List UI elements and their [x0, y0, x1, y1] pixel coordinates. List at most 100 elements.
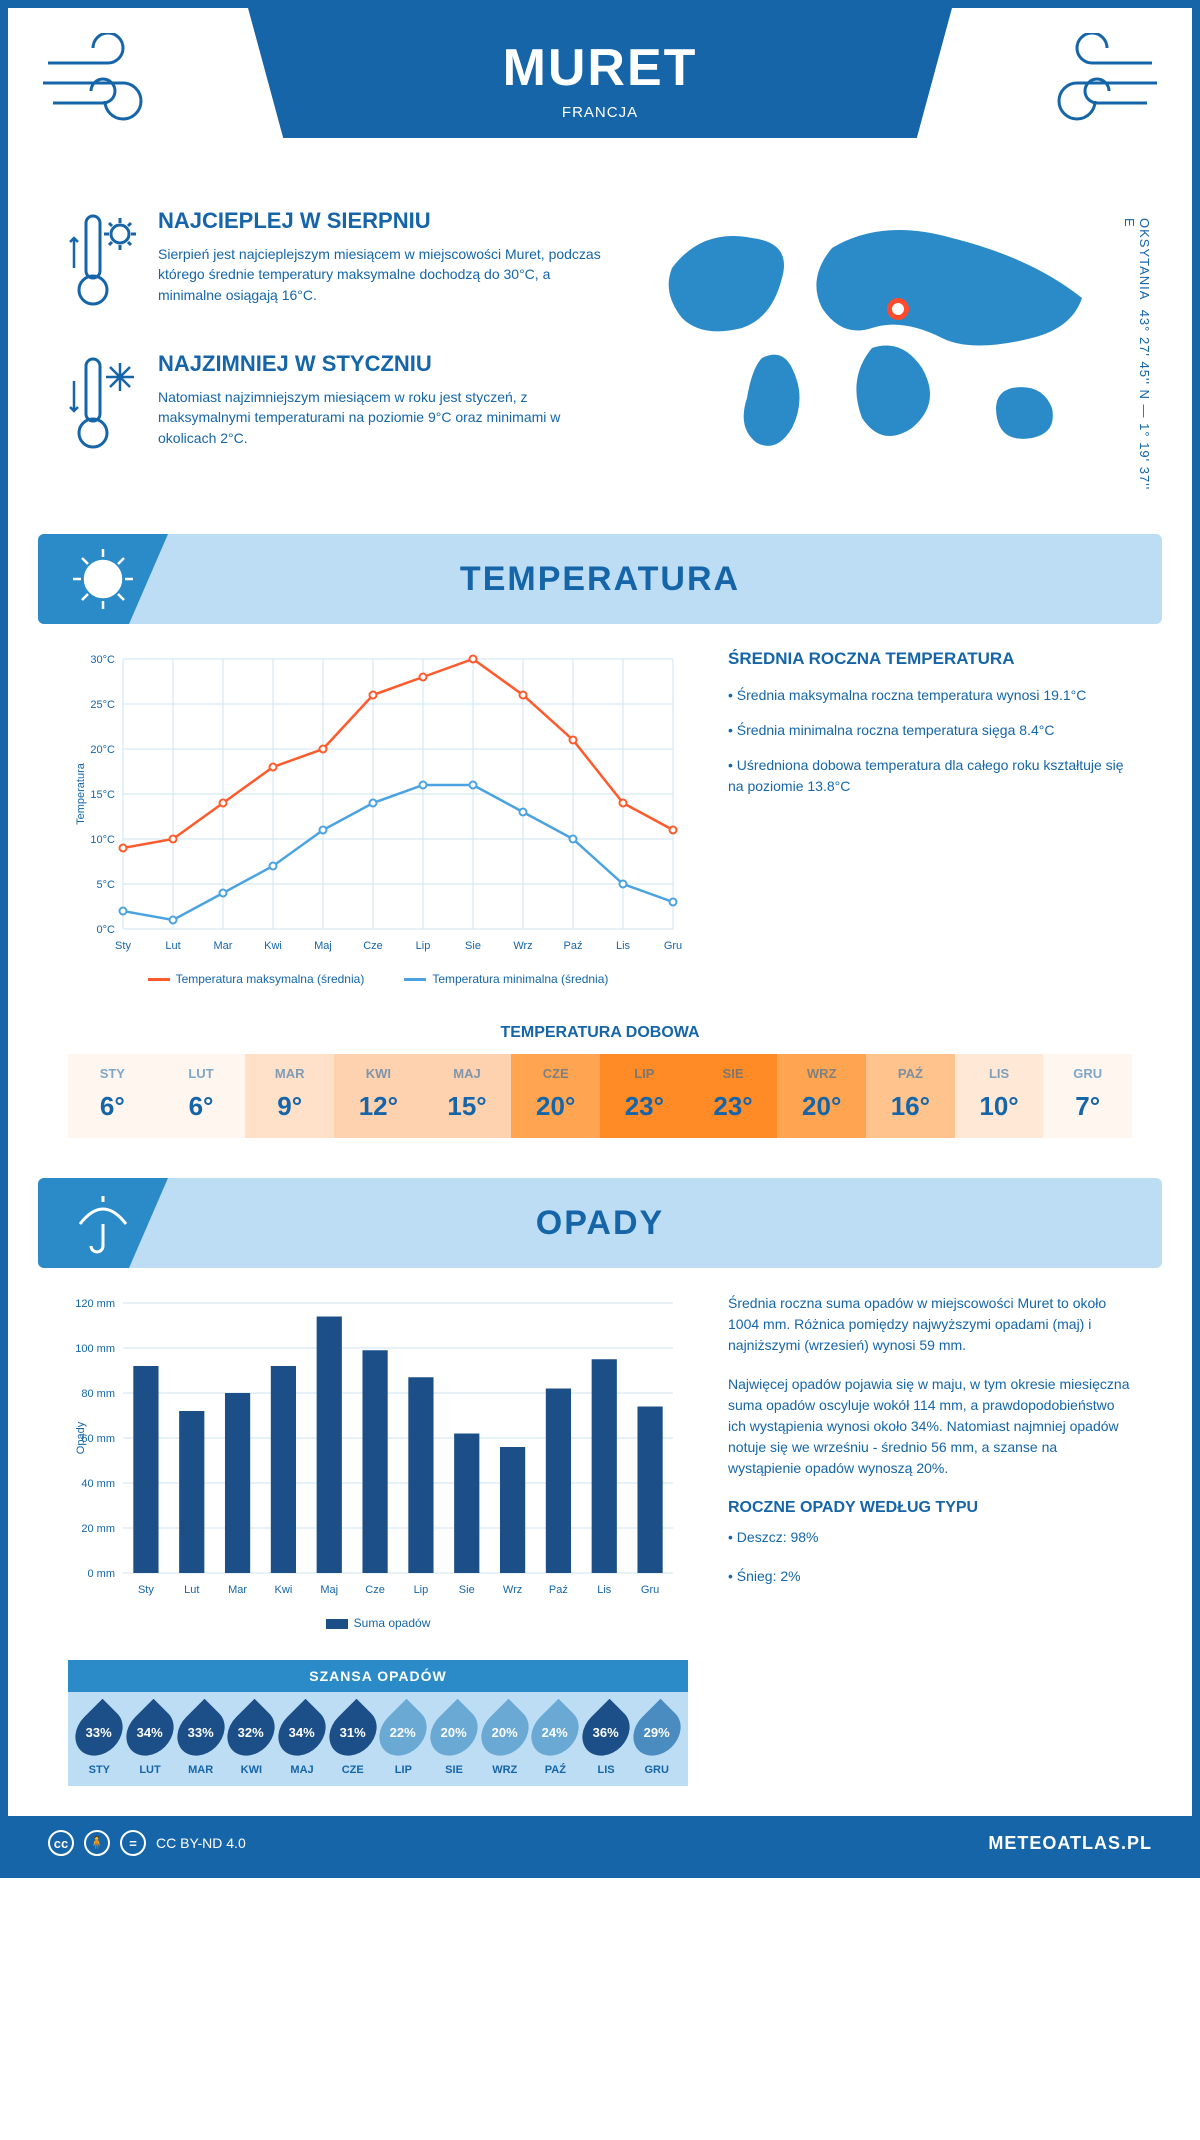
footer: cc 🧍 = CC BY-ND 4.0 METEOATLAS.PL [8, 1816, 1192, 1870]
svg-text:Cze: Cze [363, 940, 383, 952]
svg-text:20 mm: 20 mm [81, 1523, 115, 1535]
svg-text:Maj: Maj [314, 940, 332, 952]
thermometer-sun-icon [68, 208, 138, 323]
precip-type-bullet: • Deszcz: 98% [728, 1527, 1132, 1548]
svg-text:10°C: 10°C [90, 834, 115, 846]
svg-text:Lut: Lut [165, 940, 180, 952]
svg-text:120 mm: 120 mm [75, 1298, 115, 1310]
fact-coldest: NAJZIMNIEJ W STYCZNIU Natomiast najzimni… [68, 351, 612, 466]
svg-text:Mar: Mar [214, 940, 233, 952]
chance-title: SZANSA OPADÓW [68, 1660, 688, 1692]
daily-cell: GRU7° [1043, 1054, 1132, 1138]
daily-cell: LUT6° [157, 1054, 246, 1138]
world-map: OKSYTANIA 43° 27' 45'' N — 1° 19' 37'' E [652, 208, 1132, 494]
chance-item: 34%MAJ [277, 1706, 328, 1776]
daily-cell: MAJ15° [423, 1054, 512, 1138]
daily-temp-table: STY6°LUT6°MAR9°KWI12°MAJ15°CZE20°LIP23°S… [68, 1054, 1132, 1138]
chance-item: 24%PAŹ [530, 1706, 581, 1776]
svg-text:Sie: Sie [465, 940, 481, 952]
daily-cell: LIS10° [955, 1054, 1044, 1138]
coordinates: OKSYTANIA 43° 27' 45'' N — 1° 19' 37'' E [1122, 218, 1152, 494]
precip-type-bullet: • Śnieg: 2% [728, 1566, 1132, 1587]
nd-icon: = [120, 1830, 146, 1856]
section-title-temperature: TEMPERATURA [460, 560, 740, 599]
svg-text:Lis: Lis [616, 940, 631, 952]
thermometer-snow-icon [68, 351, 138, 466]
fact-warmest-title: NAJCIEPLEJ W SIERPNIU [158, 208, 612, 234]
chance-item: 31%CZE [327, 1706, 378, 1776]
svg-text:Paź: Paź [564, 940, 583, 952]
chance-item: 33%MAR [175, 1706, 226, 1776]
sun-icon [38, 534, 168, 624]
daily-cell: STY6° [68, 1054, 157, 1138]
location-marker [887, 298, 909, 320]
temperature-legend: Temperatura maksymalna (średnia) Tempera… [68, 972, 688, 986]
svg-text:Sty: Sty [115, 940, 131, 952]
chance-item: 20%SIE [429, 1706, 480, 1776]
svg-text:Kwi: Kwi [275, 1584, 293, 1596]
svg-text:100 mm: 100 mm [75, 1343, 115, 1355]
svg-text:0°C: 0°C [97, 924, 116, 936]
temp-bullet: • Uśredniona dobowa temperatura dla całe… [728, 755, 1132, 797]
svg-text:30°C: 30°C [90, 654, 115, 666]
svg-text:Lip: Lip [414, 1584, 429, 1596]
temp-bullet: • Średnia minimalna roczna temperatura s… [728, 720, 1132, 741]
daily-cell: MAR9° [245, 1054, 334, 1138]
svg-text:5°C: 5°C [97, 879, 116, 891]
svg-text:Lip: Lip [416, 940, 431, 952]
precip-legend: Suma opadów [68, 1616, 688, 1630]
svg-text:Sty: Sty [138, 1584, 154, 1596]
svg-text:Kwi: Kwi [264, 940, 282, 952]
daily-cell: PAŹ16° [866, 1054, 955, 1138]
section-title-precip: OPADY [536, 1204, 664, 1243]
header: MURET FRANCJA [8, 8, 1192, 188]
precip-para: Średnia roczna suma opadów w miejscowośc… [728, 1293, 1132, 1356]
temp-bullet: • Średnia maksymalna roczna temperatura … [728, 685, 1132, 706]
svg-text:Maj: Maj [320, 1584, 338, 1596]
svg-text:40 mm: 40 mm [81, 1478, 115, 1490]
svg-text:Gru: Gru [664, 940, 682, 952]
fact-coldest-text: Natomiast najzimniejszym miesiącem w rok… [158, 387, 612, 448]
svg-text:Opady: Opady [75, 1421, 87, 1454]
title-band: MURET FRANCJA [248, 8, 952, 138]
temperature-line-chart: 0°C 5°C 10°C 15°C 20°C 25°C 30°C Sty Lut Mar Kwi Ma… [68, 649, 688, 986]
section-head-temperature: TEMPERATURA [38, 534, 1162, 624]
chance-item: 29%GRU [631, 1706, 682, 1776]
daily-cell: WRZ20° [777, 1054, 866, 1138]
svg-text:Paź: Paź [549, 1584, 568, 1596]
daily-cell: CZE20° [511, 1054, 600, 1138]
svg-text:Lis: Lis [597, 1584, 612, 1596]
daily-cell: LIP23° [600, 1054, 689, 1138]
svg-text:20°C: 20°C [90, 744, 115, 756]
by-icon: 🧍 [84, 1830, 110, 1856]
svg-text:Sie: Sie [459, 1584, 475, 1596]
svg-text:Wrz: Wrz [513, 940, 532, 952]
precip-bar-chart: 0 mm20 mm40 mm60 mm80 mm100 mm120 mmStyL… [68, 1293, 688, 1630]
country-subtitle: FRANCJA [248, 104, 952, 121]
site-name: METEOATLAS.PL [988, 1833, 1152, 1854]
precip-chance-box: SZANSA OPADÓW 33%STY34%LUT33%MAR32%KWI34… [68, 1660, 688, 1786]
umbrella-icon [38, 1178, 168, 1268]
daily-cell: SIE23° [689, 1054, 778, 1138]
svg-text:0 mm: 0 mm [88, 1568, 116, 1580]
cc-icon: cc [48, 1830, 74, 1856]
svg-text:80 mm: 80 mm [81, 1388, 115, 1400]
chance-item: 33%STY [74, 1706, 125, 1776]
svg-text:15°C: 15°C [90, 789, 115, 801]
svg-text:Cze: Cze [365, 1584, 385, 1596]
chance-item: 36%LIS [581, 1706, 632, 1776]
wind-decoration-right [1022, 33, 1162, 133]
chance-item: 32%KWI [226, 1706, 277, 1776]
wind-decoration-left [38, 33, 178, 133]
svg-text:Temperatura: Temperatura [75, 762, 87, 825]
temp-annual-heading: ŚREDNIA ROCZNA TEMPERATURA [728, 649, 1132, 669]
chance-item: 34%LUT [125, 1706, 176, 1776]
fact-warmest: NAJCIEPLEJ W SIERPNIU Sierpień jest najc… [68, 208, 612, 323]
svg-text:25°C: 25°C [90, 699, 115, 711]
city-title: MURET [248, 38, 952, 98]
chance-item: 22%LIP [378, 1706, 429, 1776]
svg-text:Mar: Mar [228, 1584, 247, 1596]
svg-text:Wrz: Wrz [503, 1584, 522, 1596]
daily-cell: KWI12° [334, 1054, 423, 1138]
fact-coldest-title: NAJZIMNIEJ W STYCZNIU [158, 351, 612, 377]
